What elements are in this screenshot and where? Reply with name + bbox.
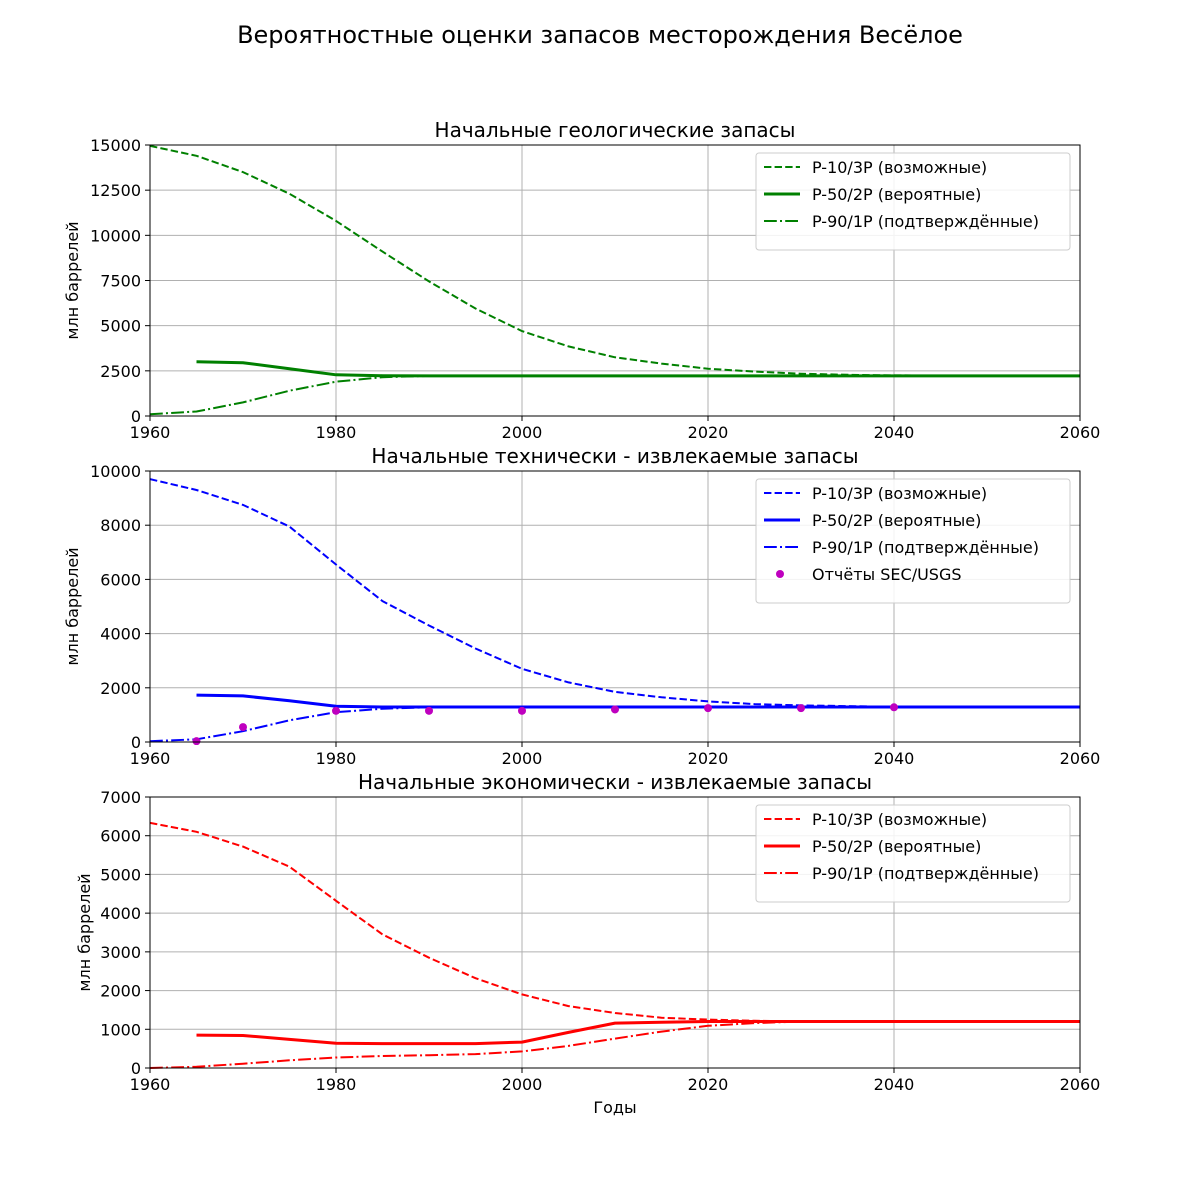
- series-layer: [150, 821, 1080, 1069]
- legend-label: P-10/3P (возможные): [812, 810, 987, 829]
- chart-panel-1: 1960 1980 2000 2020 2040 2060 0 2500 5000 7500 100…: [63, 118, 1100, 442]
- y-tick-label: 3000: [100, 943, 141, 962]
- y-axis-label: млн баррелей: [63, 547, 82, 665]
- legend-label: P-90/1P (подтверждённые): [812, 212, 1039, 231]
- panel-title: Начальные экономически - извлекаемые зап…: [358, 770, 872, 794]
- x-tick-label: 2040: [874, 749, 915, 768]
- legend-label: P-50/2P (вероятные): [812, 837, 981, 856]
- y-tick-label: 12500: [90, 181, 141, 200]
- x-tick-label: 2040: [874, 1075, 915, 1094]
- y-axis-label: млн баррелей: [75, 873, 94, 991]
- x-tick-label: 2020: [688, 749, 729, 768]
- y-tick-label: 4000: [100, 904, 141, 923]
- series-line-p50: [196, 1020, 1080, 1046]
- y-axis-label: млн баррелей: [63, 221, 82, 339]
- data-point-sec-usgs: [611, 705, 619, 714]
- legend-label: P-10/3P (возможные): [812, 158, 987, 177]
- axes-frame: [149, 470, 1081, 743]
- legend-label: P-50/2P (вероятные): [812, 185, 981, 204]
- x-tick-label: 1980: [316, 1075, 357, 1094]
- data-point-sec-usgs: [797, 704, 805, 713]
- legend: P-10/3P (возможные) P-50/2P (вероятные) P-…: [755, 804, 1071, 903]
- y-tick-label: 7000: [100, 788, 141, 807]
- legend-label: P-90/1P (подтверждённые): [812, 538, 1039, 557]
- y-tick-label: 8000: [100, 516, 141, 535]
- y-tick-label: 5000: [100, 865, 141, 884]
- y-tick-label: 4000: [100, 625, 141, 644]
- y-tick-label: 6000: [100, 827, 141, 846]
- data-point-sec-usgs: [239, 723, 247, 732]
- legend-label: P-90/1P (подтверждённые): [812, 864, 1039, 883]
- legend-box: [755, 478, 1071, 604]
- chart-panel-2: 1960 1980 2000 2020 2040 2060 0 2000 4000 6000 800…: [63, 444, 1100, 768]
- legend-marker: [776, 570, 784, 578]
- data-point-sec-usgs: [425, 706, 433, 715]
- panel-title: Начальные геологические запасы: [435, 118, 796, 142]
- legend-box: [755, 804, 1071, 903]
- x-tick-label: 2060: [1060, 1075, 1101, 1094]
- y-tick-label: 10000: [90, 226, 141, 245]
- data-point-sec-usgs: [518, 706, 526, 715]
- x-tick-label: 1980: [316, 423, 357, 442]
- series-line-p90: [150, 706, 1080, 743]
- x-tick-label: 2020: [688, 1075, 729, 1094]
- series-layer: [150, 478, 1080, 745]
- x-tick-label: 1980: [316, 749, 357, 768]
- x-axis-label: Годы: [593, 1098, 636, 1117]
- legend: P-10/3P (возможные) P-50/2P (вероятные) P-…: [755, 152, 1071, 251]
- panel-title: Начальные технически - извлекаемые запас…: [371, 444, 858, 468]
- y-tick-label: 5000: [100, 317, 141, 336]
- y-tick-label: 2000: [100, 982, 141, 1001]
- series-line-p90: [150, 1020, 1080, 1069]
- x-tick-label: 2040: [874, 423, 915, 442]
- data-point-sec-usgs: [704, 704, 712, 713]
- chart-panel-3: 1960 1980 2000 2020 2040 2060 0 1000 2000 3000 400…: [75, 770, 1100, 1094]
- y-tick-label: 10000: [90, 462, 141, 481]
- x-tick-label: 2020: [688, 423, 729, 442]
- data-point-sec-usgs: [332, 706, 340, 715]
- x-tick-label: 2060: [1060, 749, 1101, 768]
- legend-box: [755, 152, 1071, 251]
- legend-label: P-10/3P (возможные): [812, 484, 987, 503]
- y-tick-label: 0: [131, 1059, 141, 1078]
- y-tick-label: 6000: [100, 570, 141, 589]
- series-line-p90: [150, 374, 1080, 416]
- figure-title: Вероятностные оценки запасов месторожден…: [237, 21, 963, 49]
- legend: P-10/3P (возможные) P-50/2P (вероятные) P-…: [755, 478, 1071, 604]
- legend-label: P-50/2P (вероятные): [812, 511, 981, 530]
- x-tick-label: 1960: [130, 1075, 171, 1094]
- y-tick-label: 1000: [100, 1020, 141, 1039]
- series-layer: [150, 144, 1080, 416]
- y-tick-label: 0: [131, 733, 141, 752]
- y-tick-label: 2000: [100, 679, 141, 698]
- x-tick-label: 2000: [502, 749, 543, 768]
- y-tick-label: 15000: [90, 136, 141, 155]
- x-tick-label: 1960: [130, 749, 171, 768]
- data-point-sec-usgs: [890, 703, 898, 712]
- y-tick-label: 2500: [100, 362, 141, 381]
- x-tick-label: 2000: [502, 423, 543, 442]
- y-tick-label: 7500: [100, 272, 141, 291]
- x-tick-label: 2000: [502, 1075, 543, 1094]
- x-tick-label: 1960: [130, 423, 171, 442]
- y-tick-label: 0: [131, 407, 141, 426]
- data-point-sec-usgs: [192, 737, 201, 745]
- series-line-p10: [150, 478, 1080, 708]
- x-tick-label: 2060: [1060, 423, 1101, 442]
- legend-label: Отчёты SEC/USGS: [812, 565, 962, 584]
- axes-frame: [149, 796, 1081, 1069]
